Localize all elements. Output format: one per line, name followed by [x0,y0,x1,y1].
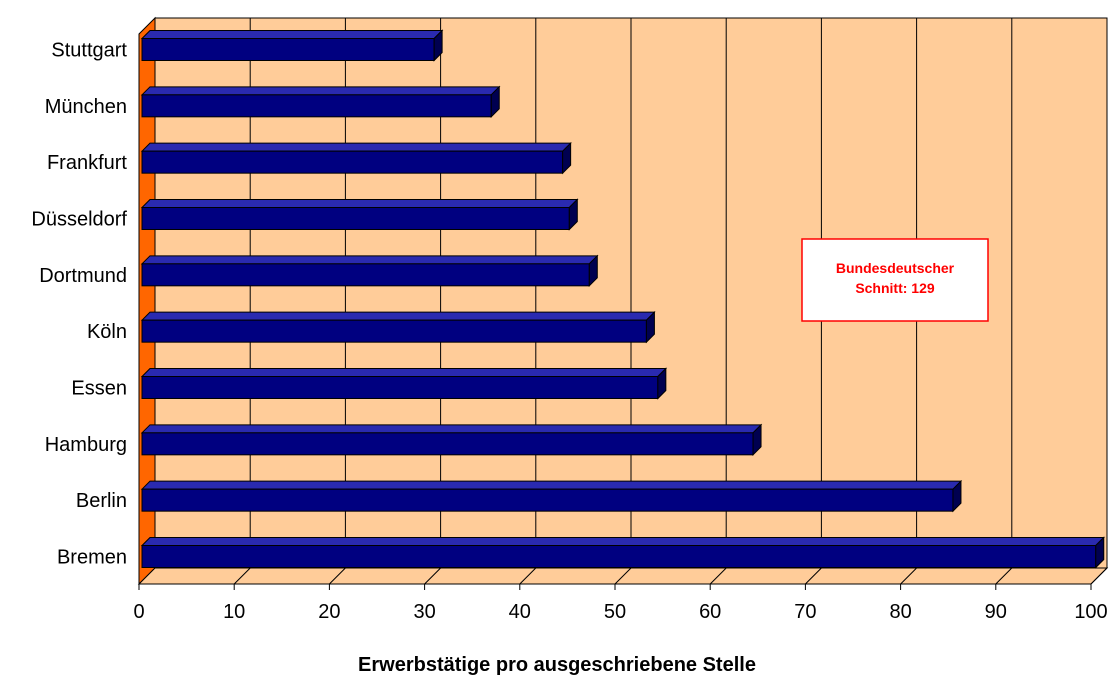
floor-gridline [805,567,822,585]
x-tick-label: 60 [699,601,721,623]
x-tick-label: 10 [223,601,245,623]
bar [140,141,572,175]
x-axis-title: Erwerbstätige pro ausgeschriebene Stelle [358,654,756,676]
x-tick-labels: 0 10 20 30 40 50 60 70 80 90 100 [133,601,1107,623]
category-label: Frankfurt [47,152,127,174]
floor-gridline [995,567,1013,585]
x-tick-label: 50 [604,601,626,623]
bar-top [140,30,444,39]
annotation-line-2: Schnitt: 129 [855,280,935,296]
bar-front [141,545,1097,568]
bar [140,198,579,231]
x-tick-label: 30 [413,601,435,623]
bar-end [588,254,598,288]
category-label: Dortmund [39,265,127,287]
floor-gridline [329,567,346,585]
bar-top [140,368,668,377]
x-tick-label: 90 [985,601,1007,623]
average-annotation: Bundesdeutscher Schnitt: 129 [801,238,989,322]
category-label: Stuttgart [51,40,127,62]
bar [140,536,1105,569]
floor-gridline [233,567,251,585]
bar-front [141,94,492,118]
bar-front [141,376,659,399]
floor-gridline [1090,567,1108,585]
category-label: Berlin [76,490,127,512]
bar-end [1095,536,1105,569]
bar-top [140,142,572,152]
x-tick-label: 20 [318,601,340,623]
bar [140,479,963,513]
bar-front [141,432,754,456]
x-tick-label: 80 [889,601,911,623]
bar [140,423,763,457]
bar-front [141,38,435,61]
x-tick-label: 40 [509,601,531,623]
bar-top [140,199,579,208]
annotation-line-1: Bundesdeutscher [836,260,955,276]
floor-gridline [900,567,917,585]
floor-gridline [614,567,632,585]
x-tick-label: 100 [1074,601,1107,623]
category-label: Düsseldorf [31,209,127,231]
bar [140,367,668,400]
bar-end [657,367,667,400]
bar-front [141,263,590,287]
bar-front [141,319,647,343]
bar-end [568,198,578,231]
bar-top [140,537,1105,546]
x-tick-label: 70 [794,601,816,623]
bar-front [141,207,570,230]
category-label: München [45,96,127,118]
bar-top [140,480,963,490]
x-tick-label: 0 [133,601,144,623]
bar-top [140,255,599,265]
bar-front [141,150,564,174]
bar [140,29,444,62]
bar-top [140,424,763,434]
bar-end [952,479,962,513]
floor-gridline [519,567,537,585]
bars [140,29,1105,569]
category-labels: Stuttgart München Frankfurt Düsseldorf Dortm… [31,40,127,569]
bar [140,254,599,288]
bar-end [752,423,762,457]
category-label: Köln [87,321,127,343]
bar-end [490,85,500,119]
floor-gridline [424,567,441,585]
bar [140,85,501,119]
bar-front [141,488,954,512]
bar-top [140,311,656,321]
bar [140,310,656,344]
bar-end [645,310,655,344]
floor-gridline [709,567,727,585]
bar-top [140,86,501,96]
annotation-box [801,238,989,322]
category-label: Bremen [57,547,127,569]
bar-end [562,141,572,175]
bar-end [433,29,443,62]
category-label: Essen [71,378,127,400]
category-label: Hamburg [45,434,127,456]
